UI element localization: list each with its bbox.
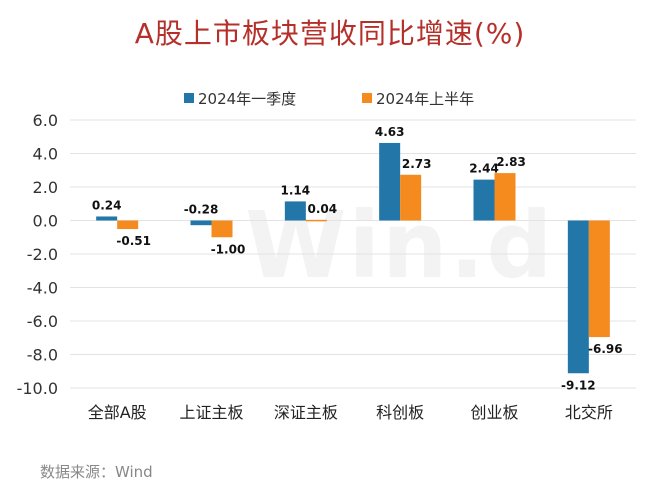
bar-s1-4: [473, 179, 495, 221]
bar-s1-3: [379, 142, 401, 221]
bar-s2-5: [588, 220, 610, 338]
y-tick-label: 6.0: [33, 111, 58, 130]
x-category-label: 全部A股: [88, 403, 147, 422]
legend-label-series-2: 2024年上半年: [376, 90, 475, 108]
data-label-s1-2: 1.14: [281, 183, 311, 197]
data-label-s2-0: -0.51: [116, 234, 151, 248]
legend: 2024年一季度 2024年上半年: [0, 88, 660, 108]
data-label-s2-3: 2.73: [402, 157, 432, 171]
bar-s2-1: [211, 220, 233, 238]
bar-s2-2: [305, 219, 327, 222]
legend-swatch-series-1: [184, 92, 194, 103]
legend-item-series-1: 2024年一季度: [184, 88, 296, 109]
y-tick-label: -2.0: [27, 245, 58, 264]
data-label-s2-4: 2.83: [496, 155, 526, 169]
bar-s1-5: [567, 220, 589, 374]
bar-s2-4: [494, 173, 516, 221]
data-label-s2-5: -6.96: [588, 342, 623, 356]
data-label-s1-4: 2.44: [469, 162, 499, 176]
y-tick-label: -10.0: [17, 379, 58, 398]
x-category-label: 上证主板: [179, 403, 243, 422]
legend-swatch-series-2: [362, 92, 372, 103]
legend-item-series-2: 2024年上半年: [362, 88, 474, 109]
y-tick-label: -8.0: [27, 346, 58, 365]
x-category-label: 创业板: [470, 403, 518, 422]
x-category-label: 科创板: [376, 403, 424, 422]
data-label-s1-1: -0.28: [184, 203, 219, 217]
bar-s1-1: [190, 220, 212, 226]
data-label-s2-1: -1.00: [211, 242, 246, 256]
y-tick-label: 0.0: [33, 212, 58, 231]
data-label-s1-0: 0.24: [92, 198, 122, 212]
data-source-note: 数据来源：Wind: [40, 463, 153, 481]
bar-s2-3: [400, 174, 422, 221]
x-category-label: 北交所: [565, 403, 613, 422]
bar-s1-2: [284, 201, 306, 221]
y-tick-label: 2.0: [33, 178, 58, 197]
y-tick-label: -4.0: [27, 279, 58, 298]
data-label-s1-5: -9.12: [561, 378, 596, 392]
bar-s1-0: [96, 216, 118, 221]
y-tick-label: -6.0: [27, 312, 58, 331]
x-category-label: 深证主板: [274, 403, 338, 422]
data-label-s2-2: 0.04: [308, 202, 338, 216]
y-tick-label: 4.0: [33, 145, 58, 164]
data-label-s1-3: 4.63: [375, 125, 405, 139]
chart-title: A股上市板块营收同比增速(%): [134, 17, 526, 50]
legend-label-series-1: 2024年一季度: [198, 90, 297, 108]
bar-s2-0: [117, 220, 139, 230]
